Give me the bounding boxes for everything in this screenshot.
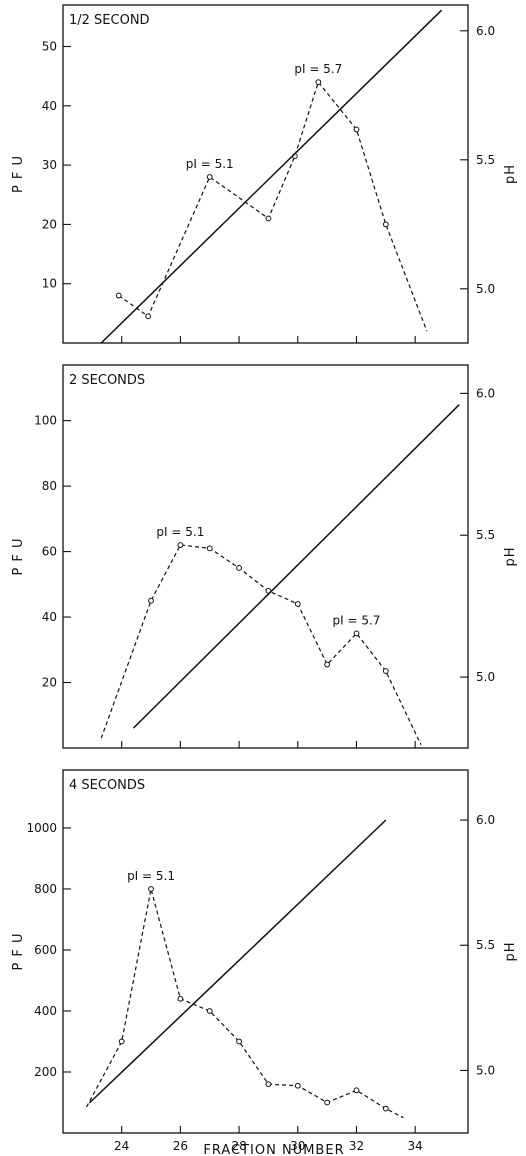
panel-2-pfu-point (148, 597, 154, 604)
panel-3-ytick-label: 1000 (26, 821, 57, 835)
panel-1-pfu-point (382, 221, 389, 228)
panel-2-title: 2 SECONDS (69, 373, 145, 388)
panel-1-ytick-right-label: 6.0 (476, 24, 495, 38)
panel-3-frame (62, 769, 469, 1134)
panel-2-frame (62, 364, 469, 749)
panel-3-pfu-point (206, 1008, 213, 1014)
panel-3-pfu-point (177, 995, 184, 1002)
panel-2-y-axis-label: P F U (11, 537, 26, 575)
panel-2-pfu-point (236, 565, 242, 571)
panel-3-pfu-point (353, 1087, 360, 1094)
panel-3-pfu-point (118, 1038, 125, 1045)
panel-2-ytick-label: 40 (42, 610, 57, 624)
panel-1-ytick-label: 30 (42, 158, 57, 172)
panel-3-pi-annotation: pI = 5.1 (127, 869, 175, 883)
panel-3-xtick-label: 30 (290, 1139, 305, 1153)
panel-1-pfu-point (265, 215, 272, 222)
panel-3-xtick-label: 32 (349, 1139, 364, 1153)
panel-3-xtick-label: 28 (231, 1139, 246, 1153)
panel-2-ytick-label: 100 (34, 414, 57, 428)
panel-2-ytick-right-label: 6.0 (476, 386, 495, 400)
panel-1-y-axis-label: P F U (11, 155, 26, 193)
panel-3-xtick-label: 34 (408, 1139, 423, 1153)
panel-1-pfu-point (353, 126, 360, 133)
panel-3-xtick-label: 26 (173, 1139, 188, 1153)
panel-2-y-axis-right-label: pH (503, 546, 518, 566)
panel-3-y-axis-label: P F U (11, 932, 26, 970)
panel-3-ytick-label: 200 (34, 1065, 57, 1079)
panel-1-ph-line (100, 9, 443, 344)
panel-2-pfu-point (177, 542, 184, 548)
panel-1-pfu-point (145, 313, 152, 320)
panel-2-pfu-line (100, 544, 422, 745)
panel-3-ytick-label: 400 (34, 1004, 57, 1018)
panel-3-pfu-point (294, 1082, 301, 1089)
panel-2-pfu-point (353, 630, 360, 637)
panel-2-pi-annotation: pI = 5.7 (333, 613, 381, 627)
panel-2-pfu-point (206, 545, 213, 552)
panel-3-ytick-label: 600 (34, 943, 57, 957)
panel-1-ytick-right-label: 5.0 (476, 282, 495, 296)
x-axis-label: FRACTION NUMBER (203, 1143, 344, 1156)
panel-3-ytick-label: 800 (34, 882, 57, 896)
panel-3-pfu-point (324, 1099, 331, 1106)
panel-2-ytick-label: 20 (42, 676, 57, 690)
panel-1-y-axis-right-label: pH (503, 164, 518, 184)
panel-1-pi-annotation: pI = 5.1 (186, 157, 234, 171)
panel-2-pi-annotation: pI = 5.1 (156, 525, 204, 539)
panel-2-pfu-point (382, 668, 389, 674)
panel-2-ytick-right-label: 5.0 (476, 670, 495, 684)
panel-3-pfu-point (265, 1081, 272, 1088)
panel-1-pi-annotation: pI = 5.7 (294, 62, 342, 76)
panel-2-pfu-point (294, 601, 301, 607)
panel-2-pfu-point (324, 661, 331, 668)
panel-1-pfu-point (206, 174, 213, 180)
panel-3-ph-line (88, 819, 387, 1104)
panel-3-pfu-line (85, 888, 404, 1119)
panel-3-pfu-point (236, 1038, 242, 1045)
panel-3-title: 4 SECONDS (69, 778, 145, 793)
panel-1-frame (62, 4, 469, 344)
panel-1-ytick-label: 40 (42, 99, 57, 113)
panel-2-ytick-label: 60 (42, 545, 57, 559)
panel-3-xtick-label: 24 (114, 1139, 129, 1153)
panel-3-ytick-right-label: 5.5 (476, 938, 495, 952)
panel-3-y-axis-right-label: pH (503, 941, 518, 961)
panel-1-ytick-label: 20 (42, 217, 57, 231)
panel-2-ph-line (132, 404, 460, 729)
panel-1-title: 1/2 SECOND (69, 13, 150, 28)
panel-3-ytick-right-label: 6.0 (476, 813, 495, 827)
panel-3-ytick-right-label: 5.0 (476, 1063, 495, 1077)
panel-3-pfu-point (148, 886, 154, 892)
panel-2-ytick-label: 80 (42, 479, 57, 493)
panel-1-ytick-label: 50 (42, 40, 57, 54)
panel-3-pfu-point (382, 1105, 389, 1112)
panel-1-ytick-label: 10 (42, 277, 57, 291)
panel-1-ytick-right-label: 5.5 (476, 153, 495, 167)
panel-1-pfu-line (118, 80, 428, 332)
panel-1-pfu-point (115, 292, 122, 299)
panel-2-ytick-right-label: 5.5 (476, 528, 495, 542)
panel-1-pfu-point (315, 79, 322, 85)
